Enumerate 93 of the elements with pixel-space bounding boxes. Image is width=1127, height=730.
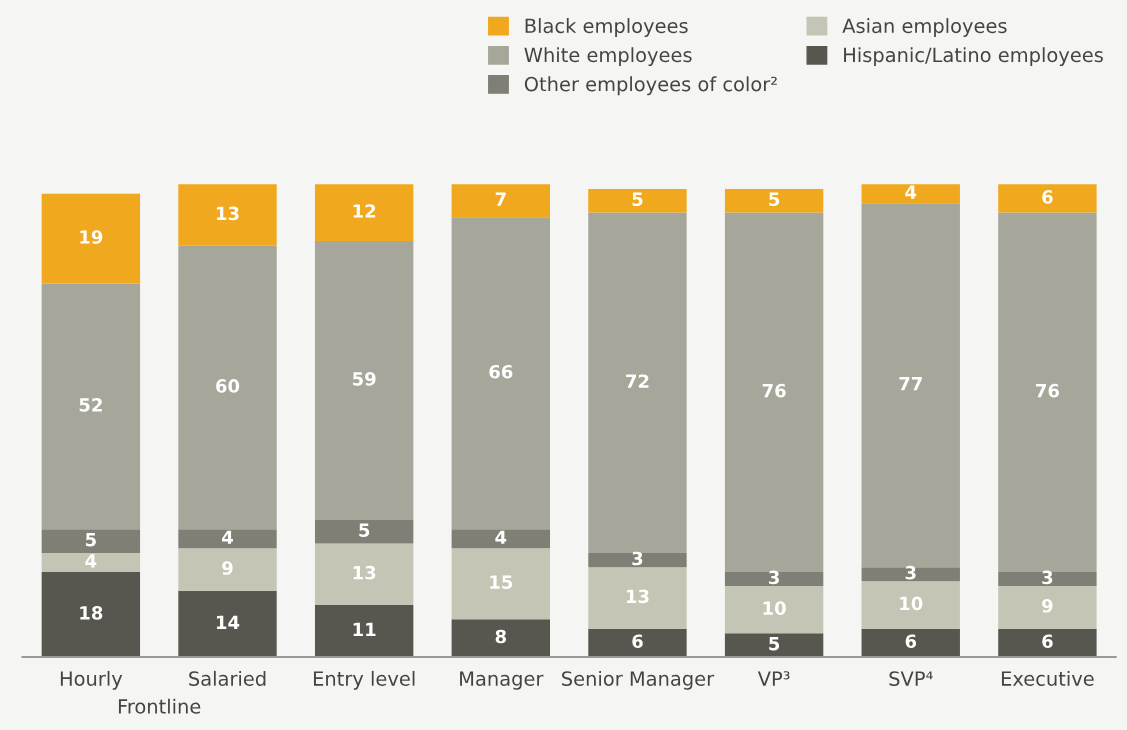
data-label: 66: [489, 364, 513, 379]
bar: [588, 212, 687, 553]
data-label: 7: [495, 192, 506, 206]
bar: [998, 212, 1097, 572]
data-label: 3: [905, 565, 916, 580]
bar: [451, 217, 550, 530]
data-label: 52: [79, 398, 102, 412]
x-tick-label: Hourly: [60, 670, 123, 690]
data-label: 18: [80, 606, 103, 620]
x-tick-label: Salaried: [189, 670, 266, 686]
data-label: 3: [632, 551, 643, 566]
data-label: 19: [80, 230, 103, 244]
data-label: 9: [1042, 598, 1053, 613]
data-label: 13: [353, 565, 376, 580]
data-label: 6: [632, 634, 643, 649]
bar: [588, 188, 687, 213]
bar: [588, 552, 687, 568]
bar: [998, 586, 1097, 629]
x-tick-label: Manager: [460, 671, 544, 690]
bar: [178, 529, 277, 549]
data-label: 76: [762, 383, 786, 398]
data-label: 13: [626, 589, 649, 604]
data-label: 5: [769, 192, 780, 207]
bar: [178, 184, 277, 246]
bar: [178, 548, 277, 591]
bar: [178, 590, 277, 657]
legend-label: Hispanic/Latino employees: [844, 47, 1103, 67]
bar: [314, 519, 414, 544]
data-label: 59: [352, 372, 376, 386]
bar: [41, 571, 141, 657]
legend-label: Black employees: [525, 18, 688, 37]
bar: [178, 245, 277, 530]
data-label: 5: [85, 532, 96, 547]
bar: [41, 529, 141, 553]
data-label: 6: [1042, 634, 1053, 649]
bar: [724, 571, 824, 587]
data-label: 3: [1042, 570, 1053, 585]
data-label: 72: [626, 374, 649, 388]
data-label: 4: [222, 530, 233, 544]
data-label: 8: [495, 629, 506, 644]
legend-label: Other employees of color²: [524, 76, 777, 96]
x-tick-label: Executive: [1001, 670, 1094, 686]
bar: [41, 283, 141, 530]
data-label: 4: [85, 554, 97, 568]
bar: [451, 548, 550, 620]
x-tick-label: Entry level: [313, 670, 415, 690]
bar: [861, 567, 960, 582]
bar: [998, 184, 1097, 213]
bar: [314, 240, 414, 520]
data-label: 60: [216, 379, 240, 393]
x-tick-label: Senior Manager: [562, 670, 715, 690]
bar: [861, 581, 960, 629]
bar: [998, 628, 1097, 657]
data-label: 5: [359, 523, 370, 537]
data-label: 13: [216, 206, 239, 221]
bar: [314, 184, 414, 241]
data-label: 5: [632, 192, 643, 207]
legend-label: White employees: [524, 47, 692, 67]
data-label: 12: [353, 204, 376, 218]
data-label: 77: [899, 376, 922, 391]
data-label: 9: [222, 561, 233, 575]
bar: [451, 184, 550, 218]
data-label: 5: [769, 637, 780, 651]
bar: [724, 586, 824, 634]
bar: [588, 628, 687, 657]
bar: [861, 184, 960, 204]
data-label: 3: [769, 570, 779, 585]
bar: [451, 619, 550, 657]
bar: [41, 193, 141, 284]
bar: [314, 543, 414, 605]
data-label: 14: [216, 615, 240, 629]
bar: [998, 571, 1097, 587]
legend-label: Asian employees: [842, 18, 1007, 37]
data-label: 10: [763, 601, 786, 615]
data-label: 6: [905, 634, 917, 649]
bar: [724, 633, 824, 657]
bar: [588, 567, 687, 629]
bar: [41, 552, 141, 572]
data-label: 4: [905, 185, 917, 199]
bar: [724, 188, 824, 213]
data-label: 6: [1042, 190, 1053, 204]
text: Frontline: [118, 698, 201, 714]
data-label: 11: [353, 622, 376, 636]
bar: [314, 605, 414, 657]
bar: [861, 628, 960, 657]
data-label: 15: [490, 575, 513, 589]
data-label: 4: [495, 530, 507, 544]
bar: [451, 529, 550, 549]
bar: [724, 212, 824, 572]
x-tick-label: VP³: [757, 671, 790, 686]
data-label: 10: [900, 596, 923, 611]
x-tick-label: SVP⁴: [889, 671, 933, 686]
data-label: 76: [1036, 383, 1059, 398]
